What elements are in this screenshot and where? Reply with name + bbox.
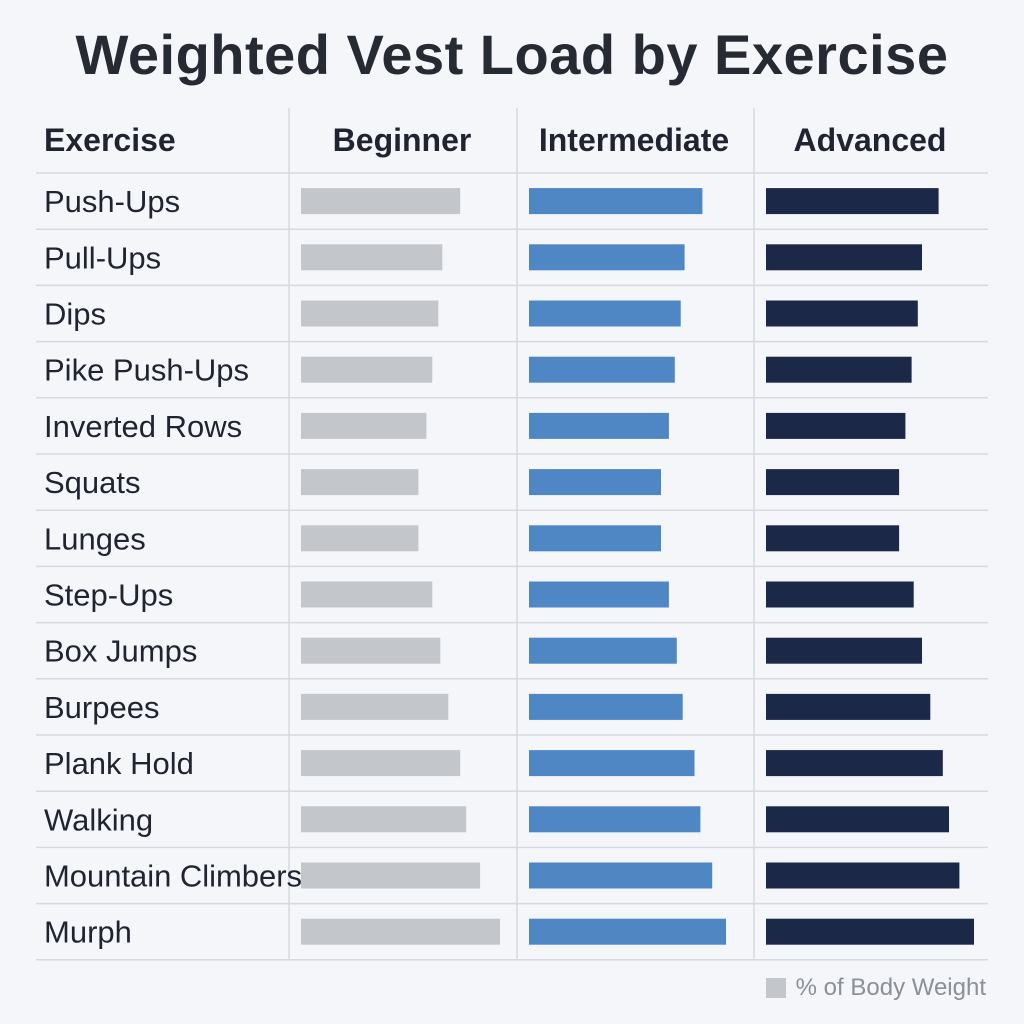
header-exercise: Exercise bbox=[44, 122, 176, 158]
bar-intermediate bbox=[529, 581, 669, 608]
row-label: Walking bbox=[44, 802, 153, 837]
chart-title: Weighted Vest Load by Exercise bbox=[75, 23, 949, 86]
header-advanced: Advanced bbox=[794, 122, 947, 158]
bar-intermediate bbox=[529, 862, 713, 889]
bar-advanced bbox=[766, 188, 939, 215]
bar-intermediate bbox=[529, 356, 675, 383]
row-label: Dips bbox=[44, 297, 106, 332]
bar-beginner bbox=[301, 525, 419, 552]
bar-beginner bbox=[301, 750, 461, 777]
bar-beginner bbox=[301, 469, 419, 496]
bar-intermediate bbox=[529, 188, 703, 215]
bar-intermediate bbox=[529, 469, 661, 496]
bar-beginner bbox=[301, 862, 481, 889]
bar-beginner bbox=[301, 300, 439, 327]
row-label: Squats bbox=[44, 465, 141, 500]
bar-advanced bbox=[766, 525, 900, 552]
row-label: Pull-Ups bbox=[44, 240, 161, 275]
bar-intermediate bbox=[529, 806, 701, 833]
bar-advanced bbox=[766, 300, 918, 327]
legend-swatch bbox=[765, 978, 786, 998]
row-label: Lunges bbox=[44, 521, 146, 556]
bar-intermediate bbox=[529, 412, 669, 439]
bar-intermediate bbox=[529, 750, 695, 777]
bar-beginner bbox=[301, 693, 449, 720]
bar-beginner bbox=[301, 918, 500, 945]
row-label: Plank Hold bbox=[44, 746, 194, 781]
bar-advanced bbox=[766, 356, 912, 383]
bar-intermediate bbox=[529, 637, 677, 664]
bar-intermediate bbox=[529, 244, 685, 271]
row-label: Box Jumps bbox=[44, 634, 197, 669]
row-label: Inverted Rows bbox=[44, 409, 242, 444]
bar-advanced bbox=[766, 806, 949, 833]
bar-advanced bbox=[766, 693, 931, 720]
bar-beginner bbox=[301, 412, 427, 439]
bar-advanced bbox=[766, 918, 974, 945]
bar-advanced bbox=[766, 244, 922, 271]
bar-advanced bbox=[766, 637, 922, 664]
bar-intermediate bbox=[529, 300, 681, 327]
bar-advanced bbox=[766, 412, 906, 439]
bar-advanced bbox=[766, 581, 914, 608]
row-label: Step-Ups bbox=[44, 578, 173, 613]
bar-intermediate bbox=[529, 693, 683, 720]
bar-intermediate bbox=[529, 525, 661, 552]
header-beginner: Beginner bbox=[333, 122, 472, 158]
bar-beginner bbox=[301, 637, 441, 664]
row-label: Burpees bbox=[44, 690, 159, 725]
bar-beginner bbox=[301, 581, 433, 608]
bar-beginner bbox=[301, 188, 461, 215]
bar-advanced bbox=[766, 750, 943, 777]
bar-advanced bbox=[766, 469, 900, 496]
row-label: Push-Ups bbox=[44, 184, 180, 219]
row-label: Murph bbox=[44, 915, 132, 950]
row-label: Mountain Climbers bbox=[44, 859, 302, 894]
bar-advanced bbox=[766, 862, 960, 889]
bar-beginner bbox=[301, 244, 443, 271]
bar-intermediate bbox=[529, 918, 726, 945]
bar-beginner bbox=[301, 806, 467, 833]
chart-legend: % of Body Weight bbox=[765, 974, 986, 1002]
header-intermediate: Intermediate bbox=[539, 122, 729, 158]
bar-beginner bbox=[301, 356, 433, 383]
legend-label: % of Body Weight bbox=[795, 974, 986, 1001]
row-label: Pike Push-Ups bbox=[44, 353, 249, 388]
